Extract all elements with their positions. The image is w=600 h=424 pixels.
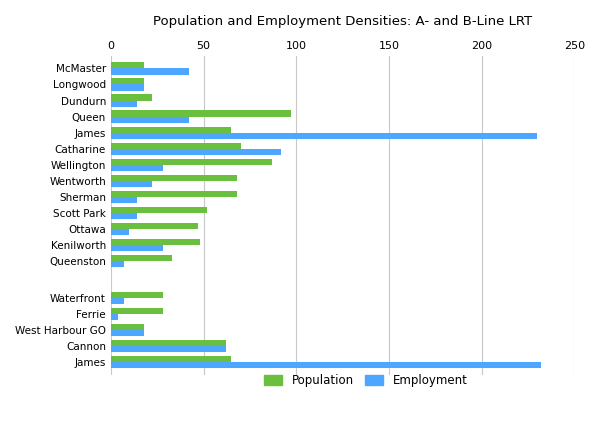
Bar [111, 213, 137, 219]
Legend: Population, Employment: Population, Employment [260, 369, 472, 391]
Bar [111, 181, 152, 187]
Bar [111, 292, 163, 298]
Bar [111, 245, 163, 251]
Bar [111, 314, 118, 320]
Bar [111, 356, 232, 362]
Bar [111, 62, 144, 68]
Bar [111, 95, 152, 100]
Bar [111, 159, 272, 165]
Bar [111, 111, 291, 117]
Bar [111, 229, 130, 235]
Bar [111, 223, 198, 229]
Title: Population and Employment Densities: A- and B-Line LRT: Population and Employment Densities: A- … [153, 15, 532, 28]
Bar [111, 298, 124, 304]
Bar [111, 324, 144, 330]
Bar [111, 362, 541, 368]
Bar [111, 346, 226, 352]
Bar [111, 207, 207, 213]
Bar [111, 165, 163, 171]
Bar [111, 117, 189, 123]
Bar [111, 142, 241, 149]
Bar [111, 197, 137, 203]
Bar [111, 133, 538, 139]
Bar [111, 340, 226, 346]
Bar [111, 330, 144, 336]
Bar [111, 308, 163, 314]
Bar [111, 78, 144, 84]
Bar [111, 191, 237, 197]
Bar [111, 239, 200, 245]
Bar [111, 255, 172, 261]
Bar [111, 68, 189, 75]
Bar [111, 149, 281, 155]
Bar [111, 126, 232, 133]
Bar [111, 84, 144, 91]
Bar [111, 261, 124, 267]
Bar [111, 175, 237, 181]
Bar [111, 100, 137, 106]
